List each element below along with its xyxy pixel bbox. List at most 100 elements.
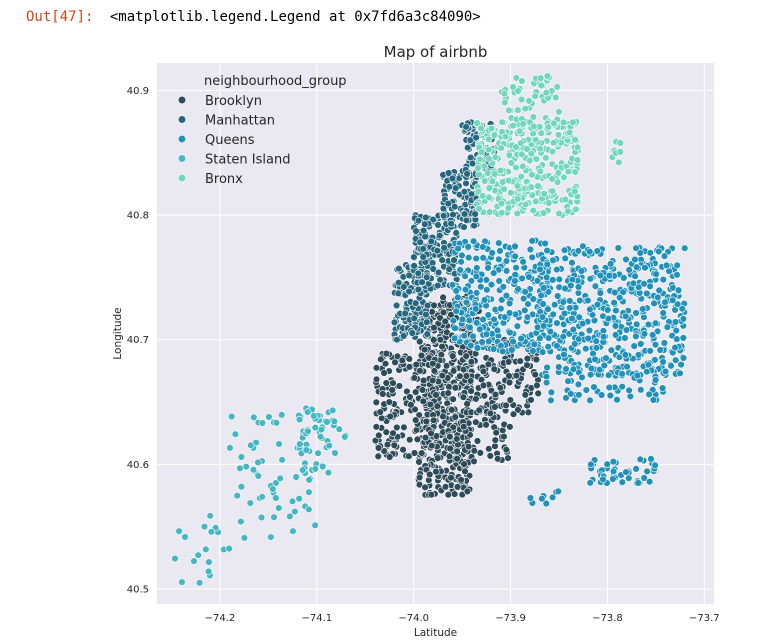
data-point bbox=[533, 277, 542, 285]
data-point bbox=[571, 136, 579, 144]
data-point bbox=[190, 557, 198, 565]
data-point bbox=[418, 386, 427, 394]
data-point bbox=[314, 449, 322, 457]
data-point bbox=[411, 405, 419, 414]
data-point bbox=[311, 423, 319, 432]
data-point bbox=[467, 387, 475, 395]
data-point bbox=[524, 300, 532, 308]
data-point bbox=[568, 314, 576, 323]
data-point bbox=[622, 255, 630, 264]
data-point bbox=[462, 298, 471, 307]
data-point bbox=[479, 192, 487, 200]
data-point bbox=[495, 277, 503, 285]
data-point bbox=[623, 363, 631, 371]
data-point bbox=[418, 449, 426, 457]
y-tick-label: 40.5 bbox=[127, 585, 149, 596]
data-point bbox=[513, 182, 522, 190]
data-point bbox=[611, 322, 620, 330]
data-point bbox=[531, 197, 540, 206]
data-point bbox=[671, 318, 680, 326]
data-point bbox=[449, 317, 458, 325]
data-point bbox=[412, 227, 420, 235]
data-point bbox=[311, 465, 319, 473]
data-point bbox=[419, 245, 427, 253]
x-axis-label: Latitude bbox=[414, 627, 457, 639]
data-point bbox=[586, 371, 595, 379]
data-point bbox=[586, 275, 594, 283]
data-point bbox=[473, 319, 481, 327]
data-point bbox=[645, 390, 653, 399]
data-point bbox=[644, 320, 653, 329]
data-point bbox=[458, 315, 467, 323]
data-point bbox=[662, 261, 671, 270]
data-point bbox=[476, 325, 484, 333]
data-point bbox=[427, 491, 436, 499]
data-point bbox=[505, 299, 514, 308]
data-point bbox=[295, 415, 304, 424]
data-point bbox=[470, 457, 478, 465]
data-point bbox=[625, 386, 633, 395]
data-point bbox=[586, 479, 594, 487]
data-point bbox=[543, 363, 551, 372]
data-point bbox=[513, 322, 522, 330]
data-point bbox=[439, 204, 448, 213]
data-point bbox=[458, 251, 466, 260]
data-point bbox=[472, 254, 480, 263]
data-point bbox=[553, 83, 561, 91]
data-point bbox=[407, 401, 415, 409]
data-point bbox=[482, 330, 491, 338]
data-point bbox=[461, 285, 470, 294]
data-point bbox=[413, 435, 422, 444]
data-point bbox=[291, 507, 299, 516]
data-point bbox=[536, 74, 545, 82]
data-point bbox=[495, 255, 503, 263]
legend-label: Bronx bbox=[205, 172, 243, 187]
data-point bbox=[569, 118, 577, 126]
data-point bbox=[275, 440, 283, 448]
chart-title: Map of airbnb bbox=[384, 43, 488, 61]
data-point bbox=[175, 527, 183, 535]
data-point bbox=[521, 306, 529, 315]
data-point bbox=[296, 440, 304, 448]
data-point bbox=[663, 323, 672, 331]
data-point bbox=[504, 204, 513, 212]
data-point bbox=[247, 441, 255, 449]
data-point bbox=[507, 159, 515, 167]
data-point bbox=[619, 288, 627, 296]
data-point bbox=[505, 378, 514, 387]
data-point bbox=[640, 330, 649, 338]
data-point bbox=[329, 406, 337, 415]
data-point bbox=[250, 413, 258, 422]
data-point bbox=[673, 335, 681, 343]
data-point bbox=[444, 491, 452, 499]
data-point bbox=[490, 131, 499, 139]
data-point bbox=[485, 208, 494, 216]
data-point bbox=[380, 369, 388, 377]
data-point bbox=[600, 361, 608, 370]
data-point bbox=[438, 342, 446, 351]
data-point bbox=[518, 274, 526, 283]
data-point bbox=[486, 409, 495, 418]
data-point bbox=[536, 167, 544, 176]
data-point bbox=[611, 331, 620, 339]
data-point bbox=[572, 205, 580, 214]
data-point bbox=[569, 325, 577, 334]
data-point bbox=[450, 490, 459, 498]
data-point bbox=[514, 87, 522, 95]
data-point bbox=[490, 315, 498, 324]
data-point bbox=[528, 253, 536, 261]
data-point bbox=[479, 315, 487, 324]
data-point bbox=[381, 360, 390, 368]
data-point bbox=[430, 324, 438, 332]
data-point bbox=[429, 265, 437, 273]
data-point bbox=[412, 416, 420, 424]
data-point bbox=[523, 361, 531, 369]
data-point bbox=[504, 454, 512, 462]
data-point bbox=[430, 301, 438, 310]
data-point bbox=[569, 365, 578, 373]
data-point bbox=[559, 118, 568, 127]
data-point bbox=[372, 375, 381, 383]
data-point bbox=[532, 155, 541, 163]
data-point bbox=[400, 283, 408, 291]
data-point bbox=[289, 527, 297, 535]
